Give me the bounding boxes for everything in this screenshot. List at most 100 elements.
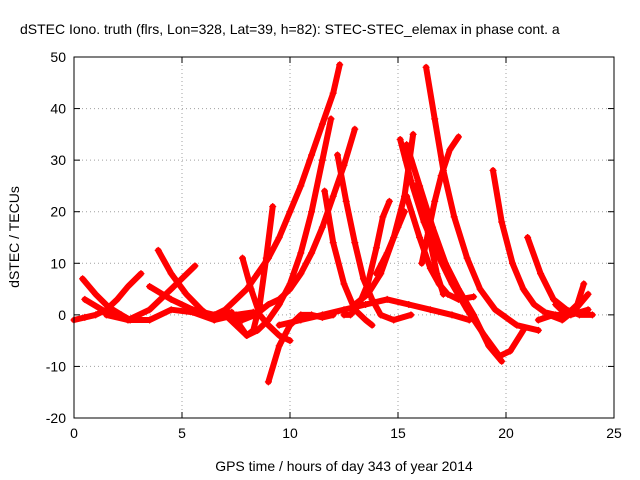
chart-title: dSTEC Iono. truth (flrs, Lon=328, Lat=39…	[20, 21, 560, 37]
y-tick-label: -20	[46, 410, 66, 426]
data-point	[534, 316, 542, 324]
data-point	[275, 301, 283, 309]
data-point	[416, 234, 424, 241]
data-point	[372, 270, 380, 278]
y-tick-label: 50	[50, 49, 66, 65]
data-point	[146, 282, 154, 290]
series-line	[81, 262, 198, 323]
data-point	[102, 311, 110, 319]
data-point	[476, 285, 484, 293]
data-point	[275, 234, 283, 241]
data-point	[426, 239, 434, 247]
data-point	[405, 301, 413, 309]
data-point	[463, 254, 471, 262]
data-point	[318, 120, 326, 128]
data-point	[342, 197, 350, 205]
data-point	[351, 239, 359, 247]
data-point	[541, 308, 549, 316]
data-point	[243, 331, 251, 339]
data-point	[470, 311, 478, 319]
data-point	[403, 192, 411, 200]
series-arc-18	[372, 208, 408, 278]
data-point	[446, 146, 454, 154]
series-line	[403, 141, 505, 365]
data-point	[407, 177, 415, 185]
data-point	[519, 285, 527, 293]
data-point	[264, 378, 272, 386]
data-point	[470, 293, 478, 301]
data-point	[297, 182, 305, 190]
data-point	[351, 125, 359, 133]
data-point	[442, 259, 450, 267]
data-point	[588, 311, 596, 319]
data-point	[359, 275, 367, 283]
series-arc-15	[334, 151, 415, 324]
series-line	[211, 61, 343, 318]
data-point	[286, 337, 294, 345]
data-point	[580, 280, 588, 288]
data-point	[154, 246, 162, 254]
data-point	[498, 218, 506, 226]
data-point	[550, 311, 558, 319]
data-point	[286, 280, 294, 288]
data-point	[340, 280, 348, 288]
data-point	[81, 295, 89, 303]
data-point	[340, 311, 348, 319]
data-point	[372, 244, 380, 252]
x-tick-label: 5	[178, 425, 186, 441]
data-point	[167, 295, 175, 303]
data-point	[137, 270, 145, 278]
x-axis-label: GPS time / hours of day 343 of year 2014	[215, 458, 473, 474]
data-point	[275, 321, 283, 329]
data-point	[383, 249, 391, 257]
y-tick-label: -10	[46, 358, 66, 374]
data-point	[584, 306, 592, 314]
x-tick-label: 20	[498, 425, 514, 441]
data-point	[269, 203, 277, 211]
data-point	[105, 303, 113, 311]
data-point	[334, 151, 342, 159]
series-arc-24	[411, 182, 447, 298]
series-line	[226, 126, 358, 323]
data-point	[167, 285, 175, 293]
data-point	[318, 156, 326, 164]
data-point	[454, 133, 462, 141]
data-point	[81, 313, 89, 321]
data-point	[318, 311, 326, 319]
data-point	[232, 321, 240, 329]
series-line	[490, 167, 559, 318]
data-point	[167, 306, 175, 314]
data-point	[308, 151, 316, 159]
data-point	[264, 321, 272, 329]
data-point	[329, 239, 337, 247]
data-point	[286, 208, 294, 216]
y-tick-label: 20	[50, 204, 66, 220]
data-point	[124, 316, 132, 324]
data-point	[113, 295, 121, 303]
data-point	[327, 115, 335, 123]
data-point	[124, 282, 132, 290]
grid	[74, 57, 614, 418]
data-point	[426, 264, 434, 272]
data-point	[232, 295, 240, 303]
data-point	[92, 311, 100, 319]
data-point	[238, 316, 246, 324]
data-point	[79, 275, 87, 283]
y-tick-label: 0	[58, 307, 66, 323]
data-point	[422, 63, 430, 71]
data-point	[524, 234, 532, 241]
data-point	[146, 306, 154, 314]
axis-ticks: 0 5 10 15 20 25 -20 -10 0 10 20 30 40 50	[46, 49, 622, 441]
data-point	[377, 311, 385, 319]
data-point	[297, 249, 305, 257]
data-point	[364, 290, 372, 298]
series-line	[552, 280, 587, 318]
data-point	[454, 285, 462, 293]
data-point	[537, 270, 545, 278]
data-point	[329, 192, 337, 200]
data-point	[420, 208, 428, 216]
data-point	[448, 311, 456, 319]
data-point	[238, 254, 246, 262]
data-point	[364, 280, 372, 288]
